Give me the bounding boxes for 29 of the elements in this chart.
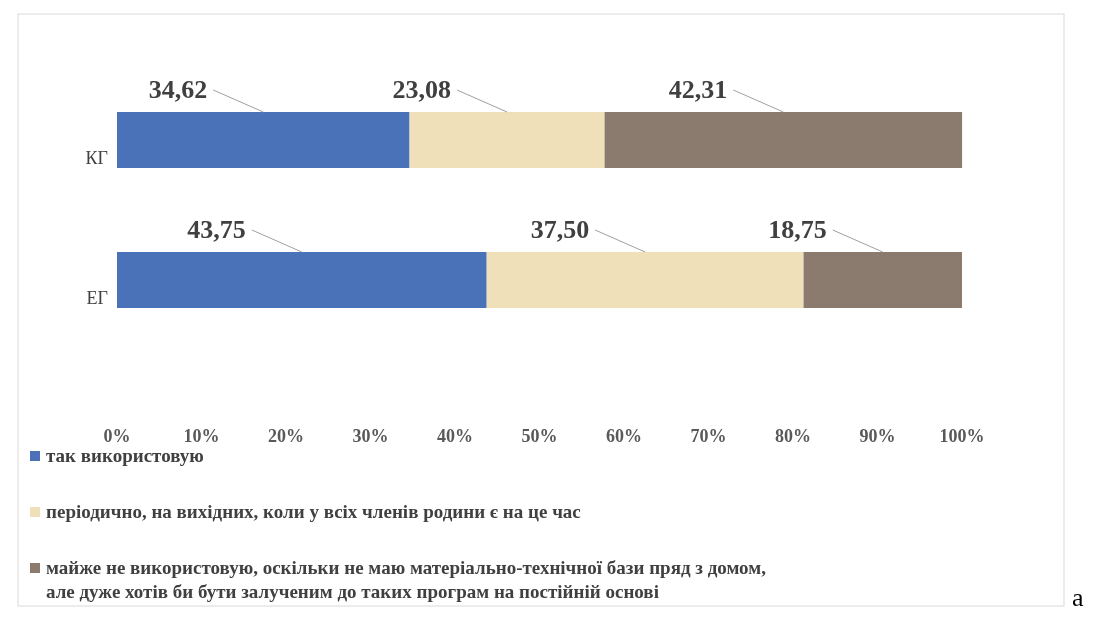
bar <box>117 112 410 168</box>
x-tick-label: 60% <box>606 426 642 446</box>
x-tick-label: 30% <box>352 426 389 446</box>
bar <box>117 252 487 308</box>
x-tick-label: 100% <box>939 426 985 446</box>
legend-label: періодично, на вихідних, коли у всіх членів родини є на це час <box>46 501 581 522</box>
x-tick-label: 40% <box>437 426 473 446</box>
legend-label: майже не використовую, оскільки не маю матеріально-технічної бази пряд з домом, але дуже хотів би бути залученим до таких програм на постійній основі <box>46 557 767 602</box>
bar <box>409 112 605 168</box>
y-tick-label: ЕГ <box>86 288 108 308</box>
text: а <box>1072 583 1084 612</box>
bar <box>604 112 963 168</box>
x-tick-label: 0% <box>103 426 131 446</box>
legend-label: так використовую <box>46 445 204 466</box>
data-label: 37,50 <box>530 215 590 244</box>
x-tick-label: 90% <box>859 426 896 446</box>
data-label: 18,75 <box>768 215 827 244</box>
bar <box>486 252 804 308</box>
data-label: 43,75 <box>187 215 246 244</box>
data-label: 34,62 <box>148 75 208 104</box>
bar <box>803 252 962 308</box>
data-label: 42,31 <box>668 75 728 104</box>
x-tick-label: 10% <box>183 426 220 446</box>
x-tick-label: 20% <box>268 426 304 446</box>
x-tick-label: 50% <box>521 426 558 446</box>
x-tick-label: 70% <box>690 426 727 446</box>
data-label: 23,08 <box>392 75 452 104</box>
x-tick-label: 80% <box>775 426 811 446</box>
y-tick-label: КГ <box>85 148 108 168</box>
